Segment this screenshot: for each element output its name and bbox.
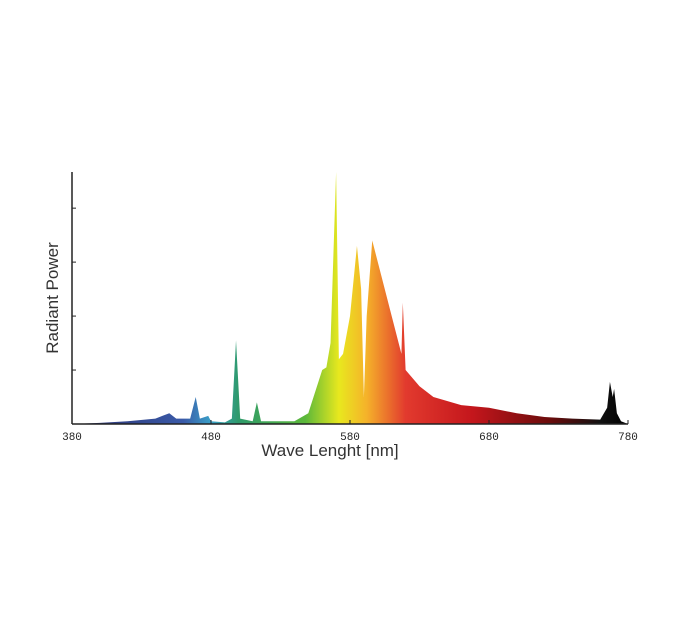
x-tick-label: 780 (618, 432, 638, 444)
x-tick-label: 580 (340, 432, 360, 444)
x-tick-label: 380 (62, 432, 82, 444)
x-tick-label: 480 (201, 432, 221, 444)
y-axis-title: Radiant Power (43, 242, 62, 354)
x-axis-title: Wave Lenght [nm] (261, 441, 398, 460)
spectrum-area (72, 172, 628, 424)
x-tick-label: 680 (479, 432, 499, 444)
